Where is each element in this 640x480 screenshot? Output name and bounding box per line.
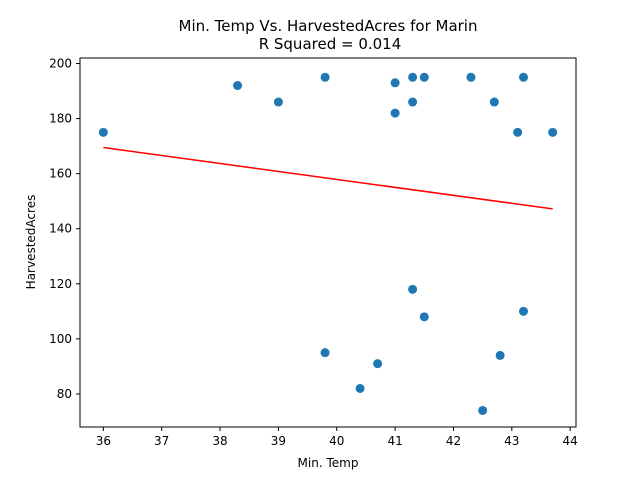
data-point: [408, 97, 418, 107]
y-tick-label: 100: [49, 332, 72, 346]
data-point: [320, 348, 330, 358]
axes-frame: [79, 57, 577, 428]
data-point: [419, 312, 429, 322]
x-tick-label: 42: [446, 434, 461, 448]
plot-area: 36 37 38 39 40 41 42 43 44 80 100 120 140 160 180 200: [49, 57, 578, 448]
x-tick-label: 40: [329, 434, 344, 448]
data-point: [408, 72, 418, 82]
x-axis-label: Min. Temp: [298, 456, 359, 470]
x-tick-label: 43: [504, 434, 519, 448]
y-tick-label: 140: [49, 222, 72, 236]
x-tick-label: 39: [271, 434, 286, 448]
y-tick-label: 160: [49, 167, 72, 181]
x-tick-label: 38: [212, 434, 227, 448]
y-tick-label: 200: [49, 57, 72, 71]
x-tick-label: 37: [154, 434, 169, 448]
data-point: [548, 127, 558, 137]
data-point: [419, 72, 429, 82]
data-point: [518, 72, 528, 82]
data-point: [518, 306, 528, 316]
trend-line: [103, 146, 553, 210]
data-point: [390, 108, 400, 118]
data-point: [513, 127, 523, 137]
y-axis-label: HarvestedAcres: [24, 195, 38, 290]
data-point: [495, 350, 505, 360]
data-point: [478, 405, 488, 415]
data-point: [233, 81, 243, 91]
data-point: [273, 97, 283, 107]
y-tick-label: 120: [49, 277, 72, 291]
data-point: [489, 97, 499, 107]
x-tick-label: 36: [96, 434, 111, 448]
y-tick-label: 80: [57, 387, 72, 401]
chart-title: Min. Temp Vs. HarvestedAcres for Marin: [179, 17, 478, 35]
data-point: [320, 72, 330, 82]
data-point: [98, 127, 108, 137]
y-tick-label: 180: [49, 112, 72, 126]
data-point: [408, 284, 418, 294]
x-tick-label: 44: [563, 434, 578, 448]
data-point: [466, 72, 476, 82]
data-point: [390, 78, 400, 88]
chart-subtitle: R Squared = 0.014: [259, 35, 402, 53]
data-point: [373, 359, 383, 369]
x-tick-label: 41: [387, 434, 402, 448]
data-point: [355, 383, 365, 393]
